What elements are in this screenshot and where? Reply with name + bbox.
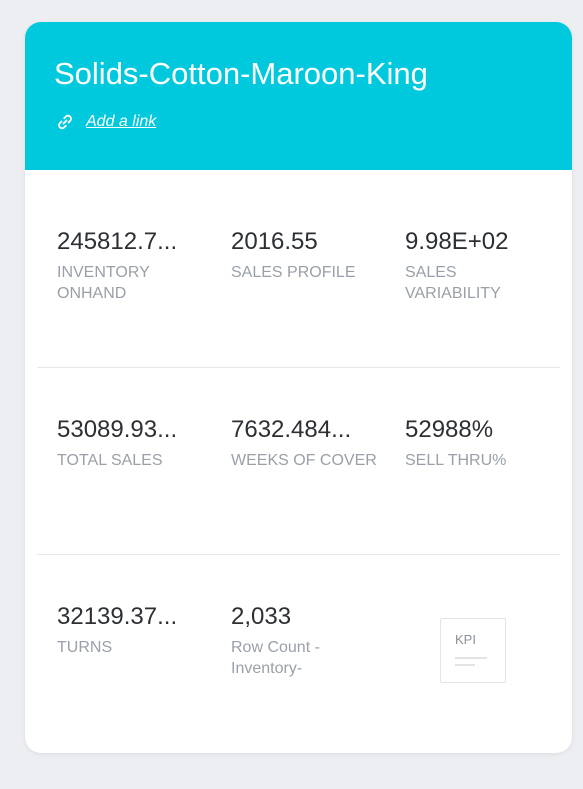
kpi-value: 9.98E+02 xyxy=(405,228,509,255)
kpi-value: 32139.37... xyxy=(57,603,178,630)
kpi-sales-profile: 2016.55 SALES PROFILE xyxy=(231,228,381,283)
kpi-value: 7632.484... xyxy=(231,416,352,443)
kpi-label: SELL THRU% xyxy=(405,452,507,469)
card-header: Solids-Cotton-Maroon-King Add a link xyxy=(25,22,572,170)
add-link-label[interactable]: Add a link xyxy=(86,113,157,130)
kpi-chart-icon-line xyxy=(455,664,475,666)
row-divider xyxy=(37,367,560,368)
kpi-label: TURNS xyxy=(57,639,113,656)
kpi-chart-icon xyxy=(455,657,487,659)
kpi-weeks-of-cover: 7632.484... WEEKS OF COVER xyxy=(231,416,381,471)
add-kpi-button[interactable]: KPI xyxy=(440,618,506,683)
kpi-card: Solids-Cotton-Maroon-King Add a link 245… xyxy=(25,22,572,753)
card-title: Solids-Cotton-Maroon-King xyxy=(54,56,428,91)
kpi-label: SALES PROFILE xyxy=(231,264,356,281)
kpi-value: 2,033 xyxy=(231,603,292,630)
kpi-inventory-onhand: 245812.7... INVENTORY ONHAND xyxy=(57,228,207,304)
add-link-button[interactable]: Add a link xyxy=(56,111,156,133)
kpi-sales-variability: 9.98E+02 SALES VARIABILITY xyxy=(405,228,555,304)
kpi-label: INVENTORY ONHAND xyxy=(57,264,150,302)
kpi-label: SALES VARIABILITY xyxy=(405,264,501,302)
kpi-value: 53089.93... xyxy=(57,416,178,443)
kpi-label: Row Count - Inventory- xyxy=(231,639,320,677)
kpi-value: 2016.55 xyxy=(231,228,318,255)
row-divider xyxy=(37,554,560,555)
kpi-label: WEEKS OF COVER xyxy=(231,452,377,469)
link-icon xyxy=(56,113,74,131)
kpi-turns: 32139.37... TURNS xyxy=(57,603,207,658)
kpi-row-count: 2,033 Row Count - Inventory- xyxy=(231,603,381,679)
kpi-value: 245812.7... xyxy=(57,228,178,255)
kpi-total-sales: 53089.93... TOTAL SALES xyxy=(57,416,207,471)
kpi-thumb-label: KPI xyxy=(455,632,476,647)
kpi-value: 52988% xyxy=(405,416,494,443)
kpi-sell-thru: 52988% SELL THRU% xyxy=(405,416,555,471)
kpi-label: TOTAL SALES xyxy=(57,452,163,469)
